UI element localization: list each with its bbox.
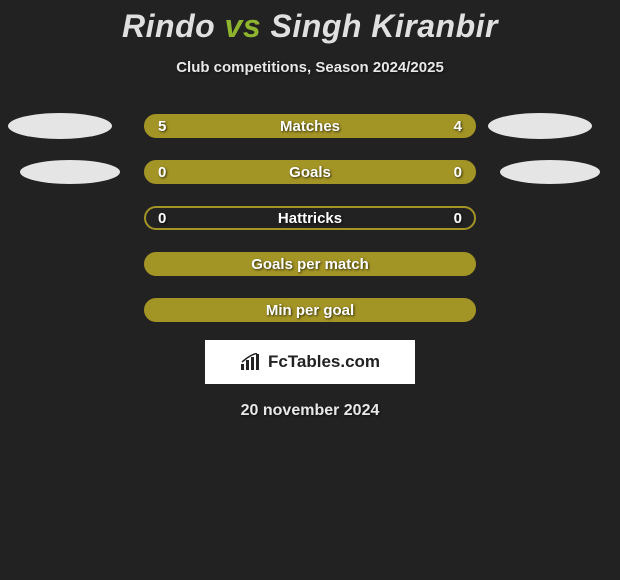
stat-label: Matches	[280, 118, 340, 135]
stat-value-right: 0	[454, 210, 462, 227]
logo-box: FcTables.com	[205, 340, 415, 384]
player1-name: Rindo	[122, 8, 215, 44]
stat-value-left: 0	[158, 164, 166, 181]
stat-value-left: 5	[158, 118, 166, 135]
left-ellipse	[8, 113, 112, 139]
comparison-title: Rindo vs Singh Kiranbir	[0, 0, 620, 45]
stat-bar: 0 Hattricks 0	[144, 206, 476, 230]
logo-text: FcTables.com	[268, 352, 380, 372]
stat-row: 0 Goals 0	[0, 160, 620, 184]
stat-row: Min per goal	[0, 298, 620, 322]
stat-row: 0 Hattricks 0	[0, 206, 620, 230]
stat-bar: 0 Goals 0	[144, 160, 476, 184]
stat-row: 5 Matches 4	[0, 114, 620, 138]
vs-text: vs	[225, 8, 262, 44]
subtitle: Club competitions, Season 2024/2025	[0, 59, 620, 76]
right-ellipse	[488, 113, 592, 139]
player2-name: Singh Kiranbir	[271, 8, 498, 44]
stat-label: Goals	[289, 164, 331, 181]
stat-bar: Min per goal	[144, 298, 476, 322]
stat-row: Goals per match	[0, 252, 620, 276]
stat-rows: 5 Matches 4 0 Goals 0 0 Hattricks 0 Goals per mat…	[0, 114, 620, 322]
stat-bar: Goals per match	[144, 252, 476, 276]
chart-icon	[240, 353, 262, 371]
stat-label: Goals per match	[251, 256, 369, 273]
stat-label: Hattricks	[278, 210, 342, 227]
stat-value-right: 4	[454, 118, 462, 135]
stat-bar: 5 Matches 4	[144, 114, 476, 138]
right-ellipse	[500, 160, 600, 184]
left-ellipse	[20, 160, 120, 184]
stat-value-left: 0	[158, 210, 166, 227]
stat-value-right: 0	[454, 164, 462, 181]
stat-label: Min per goal	[266, 302, 354, 319]
date-text: 20 november 2024	[0, 402, 620, 420]
